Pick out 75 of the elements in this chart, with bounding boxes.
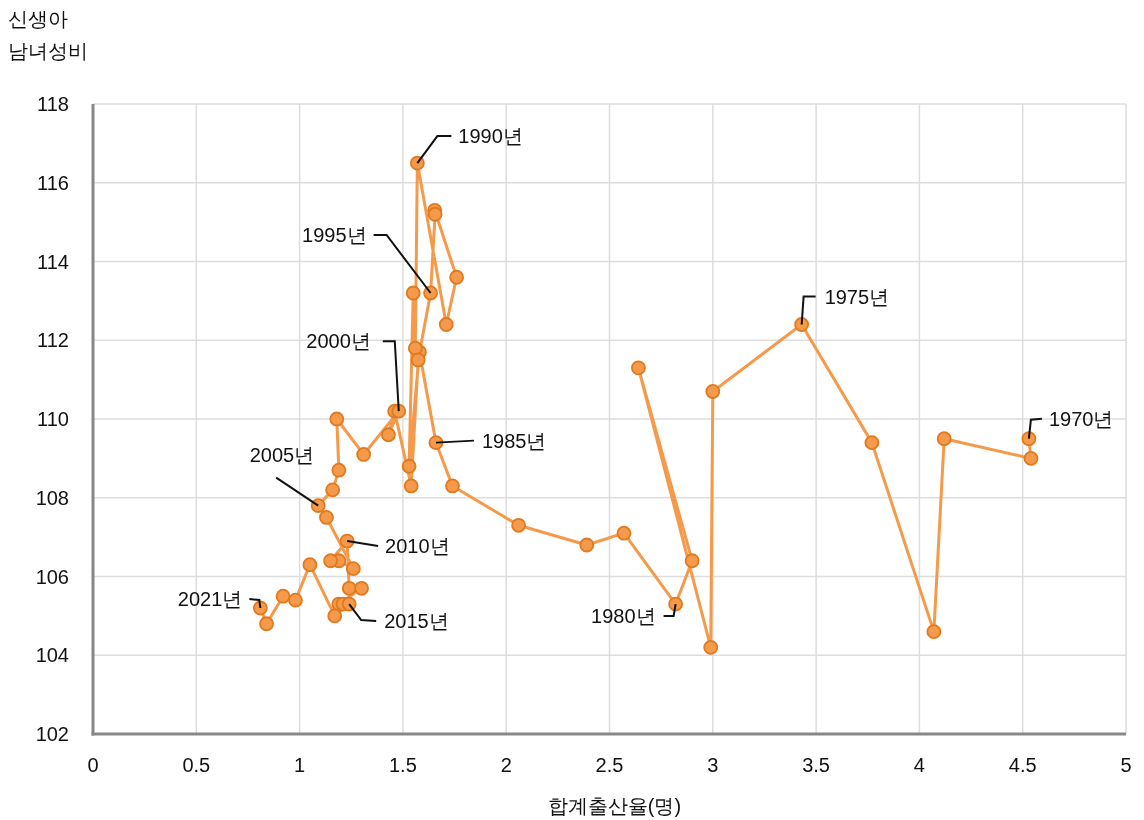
point bbox=[579, 537, 595, 553]
y-tick-label: 106 bbox=[35, 565, 69, 588]
point bbox=[288, 592, 303, 608]
point bbox=[1023, 450, 1039, 466]
point bbox=[323, 553, 338, 569]
y-tick-label: 102 bbox=[35, 723, 69, 745]
point bbox=[302, 557, 318, 573]
annotation: 2005년 bbox=[249, 443, 315, 466]
x-tick-label: 3 bbox=[707, 754, 719, 776]
point bbox=[354, 580, 369, 596]
point bbox=[705, 384, 721, 399]
point bbox=[616, 525, 632, 541]
x-tick-label: 1 bbox=[294, 754, 306, 776]
point bbox=[401, 458, 417, 474]
point bbox=[275, 588, 291, 604]
x-tick-label: 4 bbox=[913, 754, 925, 776]
point bbox=[864, 435, 880, 451]
point bbox=[252, 600, 268, 616]
point bbox=[259, 616, 274, 632]
point bbox=[356, 447, 372, 462]
annotation: 2021년 bbox=[177, 588, 243, 610]
point bbox=[936, 431, 952, 447]
point bbox=[631, 360, 646, 376]
point bbox=[511, 517, 526, 533]
y-tick-label: 110 bbox=[37, 408, 69, 430]
x-tick-label: 3.5 bbox=[802, 754, 831, 776]
annotation: 1985년 bbox=[481, 429, 547, 452]
y-axis-title: 신생아 남녀성비 bbox=[8, 8, 88, 62]
point bbox=[428, 435, 444, 451]
point bbox=[310, 498, 326, 514]
point bbox=[407, 340, 423, 356]
x-tick-label: 0 bbox=[87, 754, 99, 776]
y-tick-label: 116 bbox=[37, 171, 69, 194]
point bbox=[345, 561, 361, 577]
annotation: 1975년 bbox=[824, 285, 890, 308]
y-tick-label: 114 bbox=[37, 250, 69, 273]
point bbox=[445, 478, 460, 494]
y-tick-label: 104 bbox=[35, 644, 69, 667]
x-tick-label: 2.5 bbox=[595, 754, 624, 776]
x-tick-label: 2 bbox=[500, 754, 512, 776]
point bbox=[341, 580, 357, 596]
point bbox=[381, 427, 396, 443]
point bbox=[325, 482, 341, 498]
x-axis-title: 합계출산율(명) bbox=[547, 795, 682, 817]
y-tick-label: 118 bbox=[37, 93, 69, 115]
x-tick-label: 0.5 bbox=[182, 754, 211, 776]
point bbox=[391, 403, 407, 419]
point bbox=[331, 462, 347, 478]
point bbox=[794, 317, 810, 332]
point bbox=[423, 285, 438, 301]
annotation: 2015년 bbox=[384, 610, 449, 633]
point bbox=[409, 155, 425, 171]
y-tick-label: 112 bbox=[37, 329, 69, 352]
point bbox=[427, 206, 443, 222]
point bbox=[410, 352, 426, 368]
point bbox=[319, 510, 334, 525]
point bbox=[926, 624, 942, 640]
y-tick-label: 108 bbox=[35, 486, 69, 509]
annotation: 1990년 bbox=[458, 125, 523, 148]
point bbox=[684, 553, 700, 569]
annotation: 2000년 bbox=[306, 330, 371, 353]
point bbox=[438, 317, 454, 332]
annotation: 2010년 bbox=[385, 535, 450, 558]
point bbox=[449, 269, 465, 285]
point bbox=[703, 639, 719, 655]
x-tick-label: 5 bbox=[1120, 754, 1132, 776]
x-tick-label: 4.5 bbox=[1008, 754, 1037, 776]
point bbox=[327, 608, 343, 624]
x-tick-label: 1.5 bbox=[388, 754, 417, 776]
annotation: 1970년 bbox=[1048, 407, 1114, 430]
annotation: 1995년 bbox=[302, 224, 367, 246]
point bbox=[405, 285, 421, 301]
point bbox=[329, 411, 345, 427]
point bbox=[403, 478, 419, 494]
annotation: 1980년 bbox=[591, 605, 656, 628]
